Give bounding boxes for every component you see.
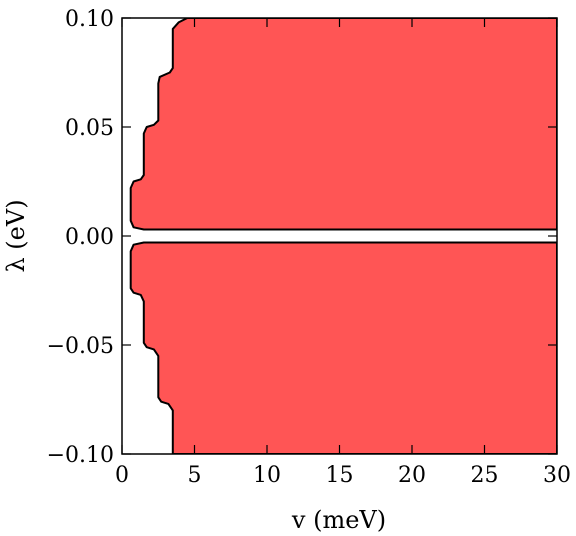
x-tick-label: 15 — [326, 463, 354, 488]
x-tick-label: 0 — [115, 463, 129, 488]
x-tick-label: 25 — [471, 463, 499, 488]
x-axis-ticks: 0 5 10 15 20 25 30 — [115, 18, 571, 488]
y-tick-label: 0.00 — [65, 225, 114, 250]
x-tick-label: 30 — [543, 463, 571, 488]
y-tick-label: 0.10 — [65, 7, 114, 32]
y-tick-label: 0.05 — [65, 116, 114, 141]
x-tick-label: 5 — [188, 463, 202, 488]
region-1 — [129, 241, 557, 454]
filled-regions — [129, 18, 557, 454]
y-axis-ticks: 0.10 0.05 0.00 −0.05 −0.10 — [47, 7, 557, 468]
x-tick-label: 10 — [253, 463, 281, 488]
y-tick-label: −0.10 — [47, 443, 114, 468]
x-tick-label: 20 — [398, 463, 426, 488]
y-tick-label: −0.05 — [47, 334, 114, 359]
x-axis-title: v (meV) — [291, 506, 386, 534]
y-axis-title: λ (eV) — [2, 199, 30, 272]
region-0 — [129, 18, 557, 231]
